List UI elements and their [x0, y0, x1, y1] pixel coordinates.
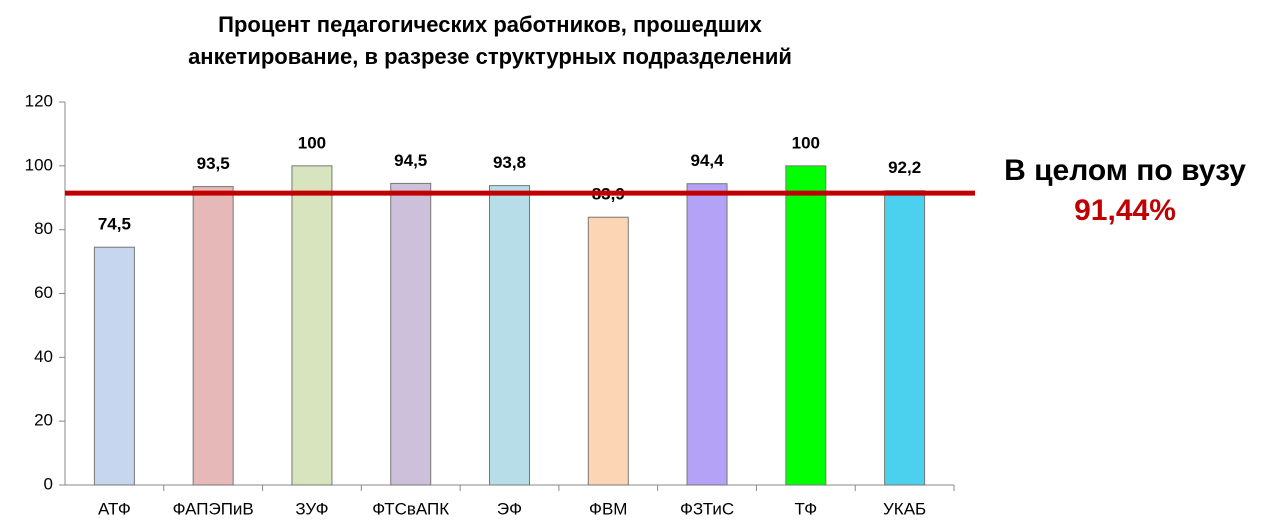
y-tick-label: 100 [25, 155, 53, 174]
x-tick-label: АТФ [98, 499, 131, 518]
data-label: 74,5 [98, 215, 131, 234]
x-tick-label: ФВМ [589, 499, 627, 518]
bar [390, 182, 432, 486]
chart-title: Процент педагогических работников, проше… [218, 12, 762, 37]
y-tick-label: 20 [34, 411, 53, 430]
bar [192, 186, 234, 486]
bar [291, 165, 333, 486]
y-tick-label: 80 [34, 219, 53, 238]
data-label: 93,5 [197, 154, 230, 173]
annotation-value: 91,44% [1074, 194, 1176, 227]
x-tick-label: ФЗТиС [680, 499, 734, 518]
bar [884, 190, 926, 486]
x-tick-label: ФАПЭПиВ [173, 499, 254, 518]
chart-title: анкетирование, в разрезе структурных под… [188, 44, 792, 69]
x-tick-label: УКАБ [883, 499, 926, 518]
bar [686, 183, 728, 486]
bar [93, 246, 135, 486]
y-tick-label: 40 [34, 347, 53, 366]
bar [587, 216, 629, 486]
x-tick-label: ЗУФ [295, 499, 328, 518]
y-tick-label: 60 [34, 283, 53, 302]
bar [785, 165, 827, 486]
data-label: 100 [298, 133, 326, 152]
bar [489, 185, 530, 486]
y-tick-label: 0 [44, 474, 53, 493]
data-label: 94,5 [394, 151, 427, 170]
x-tick-label: ТФ [794, 499, 817, 518]
x-tick-label: ЭФ [497, 499, 522, 518]
x-tick-label: ФТСвАПК [372, 499, 449, 518]
annotation: В целом по вузу [1004, 154, 1246, 187]
y-tick-label: 120 [25, 91, 53, 110]
data-label: 93,8 [493, 153, 526, 172]
data-label: 94,4 [691, 151, 725, 170]
data-label: 92,2 [888, 158, 921, 177]
data-label: 100 [792, 133, 820, 152]
